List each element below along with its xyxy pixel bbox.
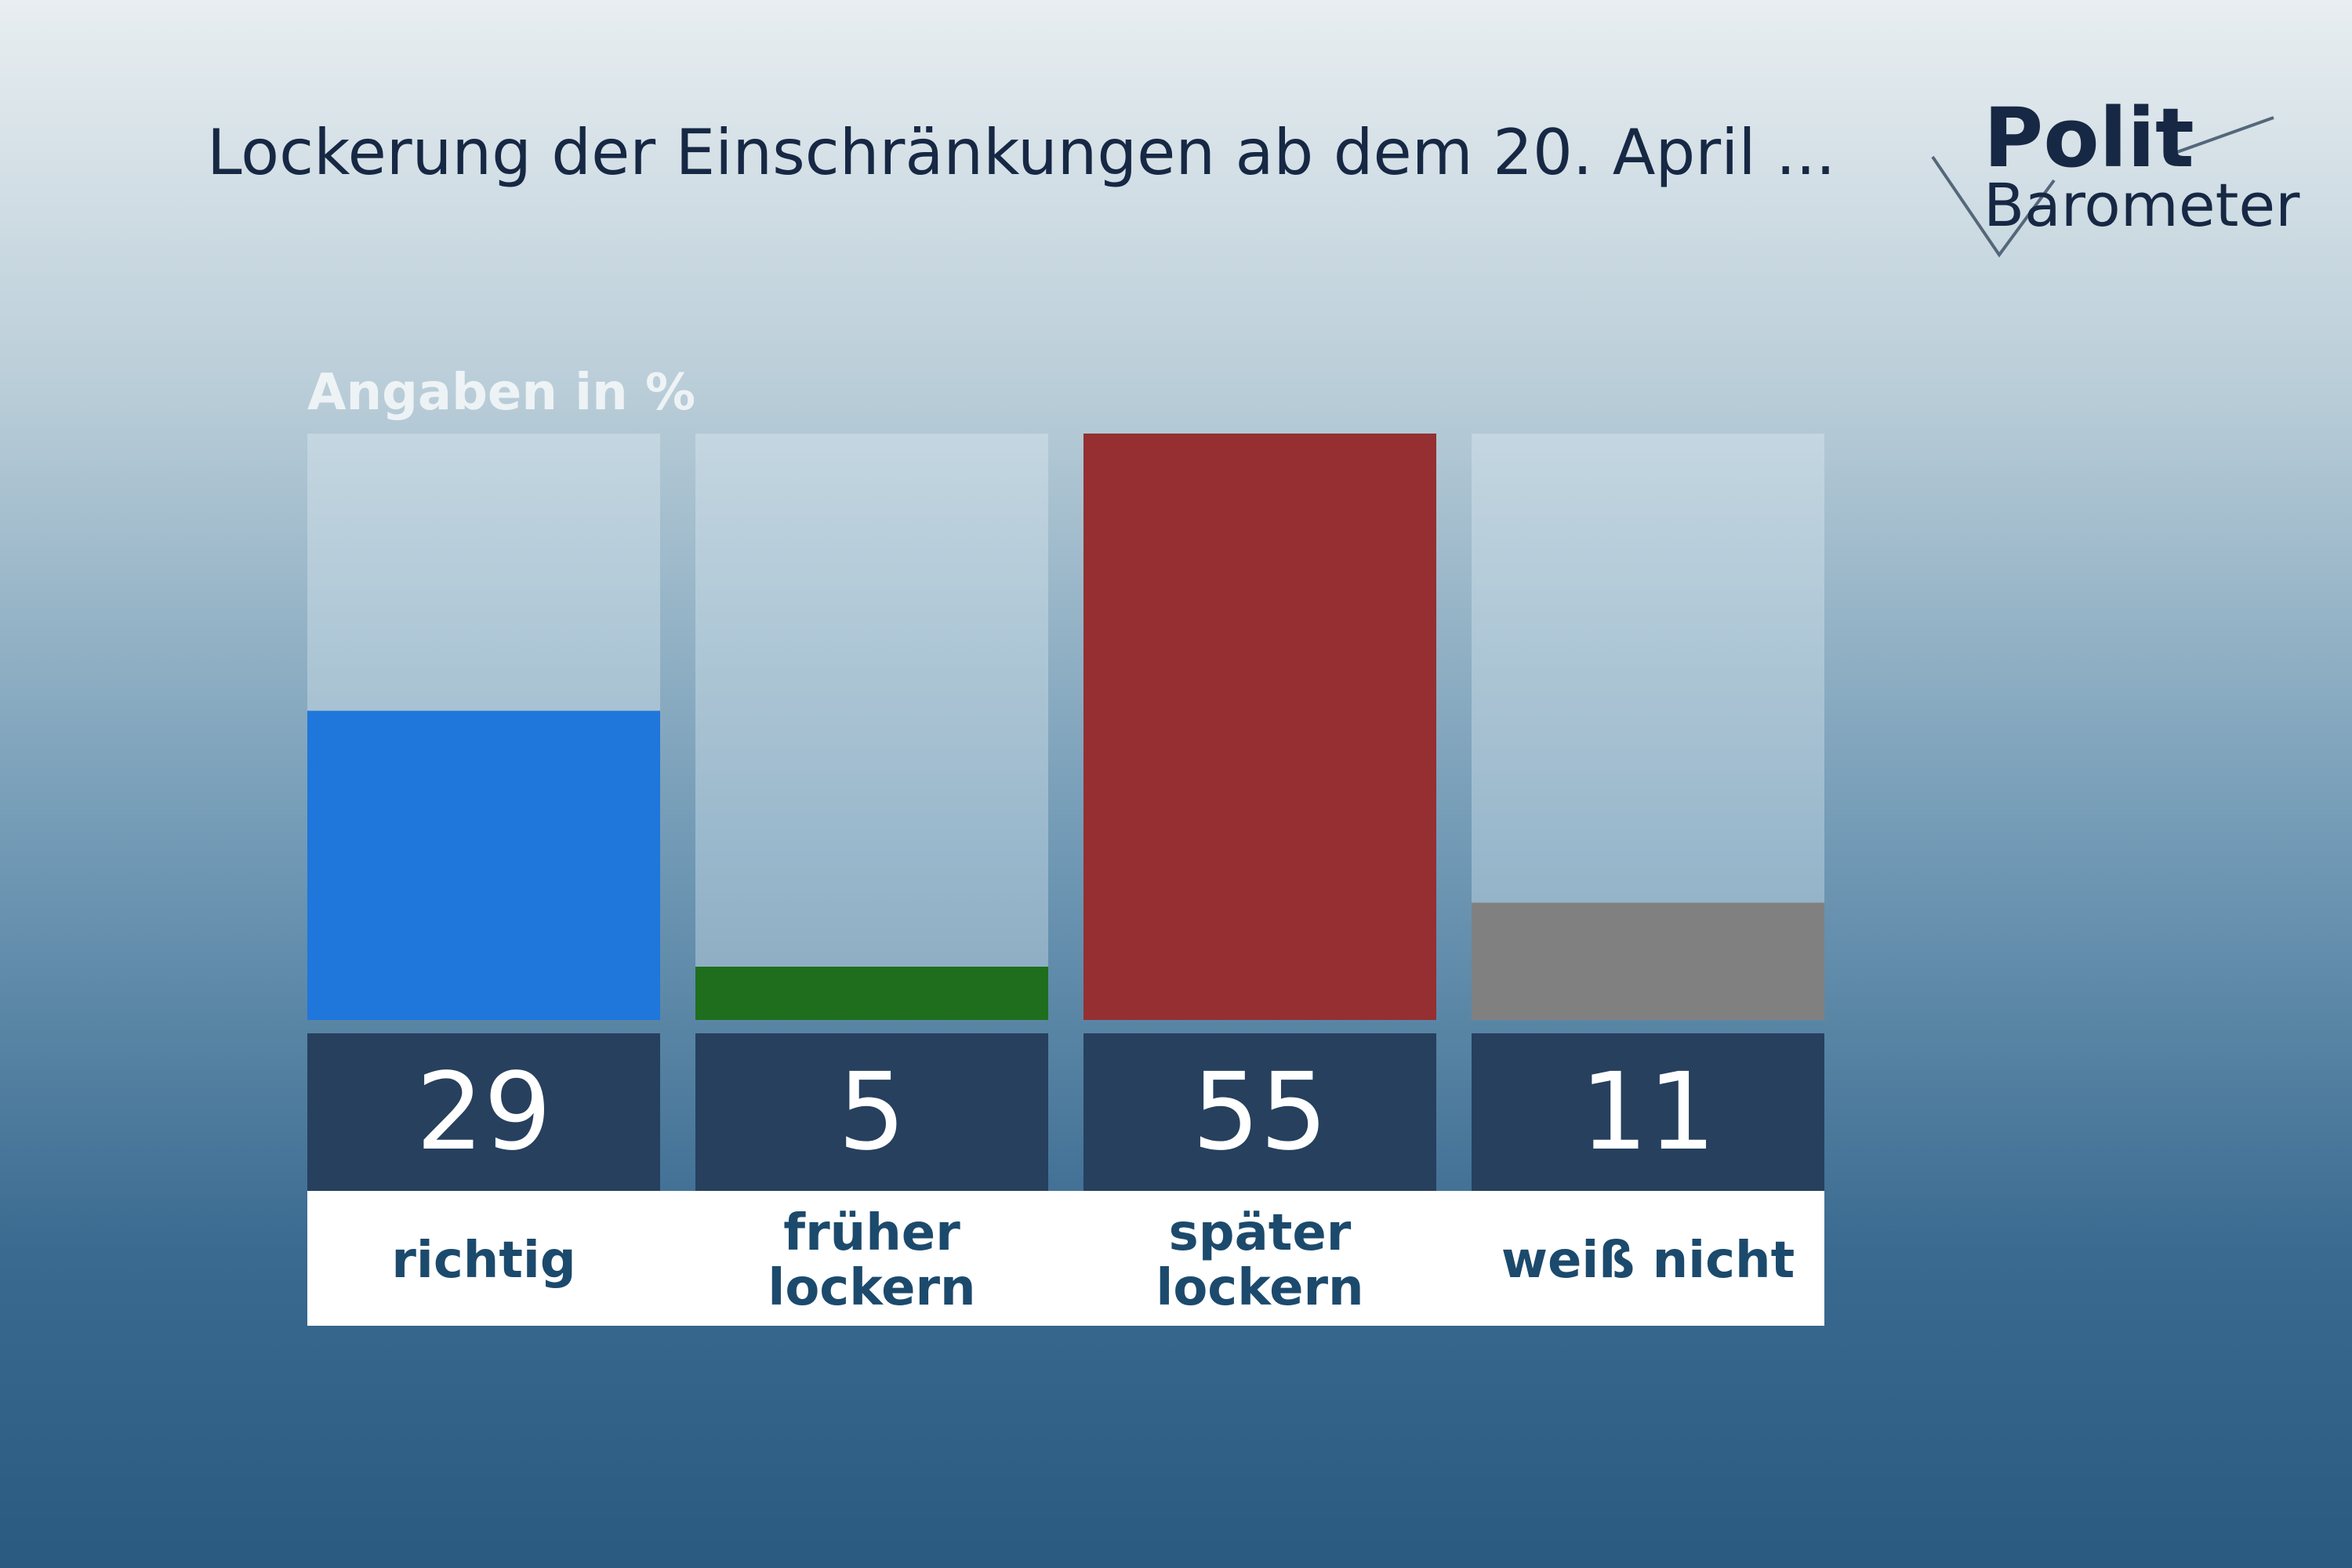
bar — [307, 710, 660, 1020]
chart-title: Lockerung der Einschränkungen ab dem 20.… — [207, 116, 1835, 189]
value-label: 11 — [1580, 1051, 1715, 1174]
category-label: früher lockern — [768, 1203, 976, 1317]
value-label: 29 — [416, 1051, 551, 1174]
value-box — [1083, 1033, 1436, 1191]
category-label: später lockern — [1156, 1203, 1364, 1317]
logo-check — [1931, 155, 2056, 258]
subtitle: Angaben in % — [307, 364, 695, 422]
value-label: 5 — [838, 1051, 906, 1174]
value-box — [695, 1033, 1048, 1191]
bar — [1472, 902, 1824, 1020]
value-box — [307, 1033, 660, 1191]
logo: Polit Barometer — [1931, 90, 2300, 258]
logo-bottom: Barometer — [1984, 170, 2300, 240]
category-label: richtig — [391, 1231, 576, 1290]
value-label: 55 — [1192, 1051, 1327, 1174]
category-label: weiß nicht — [1501, 1231, 1795, 1290]
logo-check — [2163, 116, 2274, 158]
bar-background — [695, 434, 1048, 1020]
label-band — [307, 1191, 1824, 1326]
value-box — [1472, 1033, 1824, 1191]
logo-top: Polit — [1984, 90, 2194, 186]
bar — [1083, 434, 1436, 1020]
bar — [695, 967, 1048, 1020]
